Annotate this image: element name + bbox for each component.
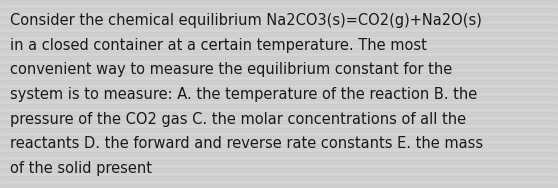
Bar (0, 8, 558, 12)
Bar (0, 168, 558, 172)
Bar (0, 128, 558, 132)
Text: in a closed container at a certain temperature. The most: in a closed container at a certain tempe… (10, 38, 427, 53)
Text: reactants D. the forward and reverse rate constants E. the mass: reactants D. the forward and reverse rat… (10, 136, 483, 151)
Bar (0, 160, 558, 164)
Bar (0, 56, 558, 60)
Bar (0, 80, 558, 84)
Bar (0, 112, 558, 116)
Bar (0, 32, 558, 36)
Bar (0, 72, 558, 76)
Text: Consider the chemical equilibrium Na2CO3(s)=CO2(g)+Na2O(s): Consider the chemical equilibrium Na2CO3… (10, 13, 482, 28)
Bar (0, 88, 558, 92)
Bar (0, 16, 558, 20)
Bar (0, 40, 558, 44)
Bar (0, 104, 558, 108)
Text: of the solid present: of the solid present (10, 161, 152, 176)
Bar (0, 184, 558, 188)
Bar (0, 144, 558, 148)
Text: convenient way to measure the equilibrium constant for the: convenient way to measure the equilibriu… (10, 62, 453, 77)
Text: system is to measure: A. the temperature of the reaction B. the: system is to measure: A. the temperature… (10, 87, 477, 102)
Bar (0, 176, 558, 180)
Bar (0, 0, 558, 4)
Bar (0, 64, 558, 68)
Text: pressure of the CO2 gas C. the molar concentrations of all the: pressure of the CO2 gas C. the molar con… (10, 112, 466, 127)
Bar (0, 48, 558, 52)
Bar (0, 96, 558, 100)
Bar (0, 136, 558, 140)
Bar (0, 24, 558, 28)
Bar (0, 120, 558, 124)
Bar (0, 152, 558, 156)
